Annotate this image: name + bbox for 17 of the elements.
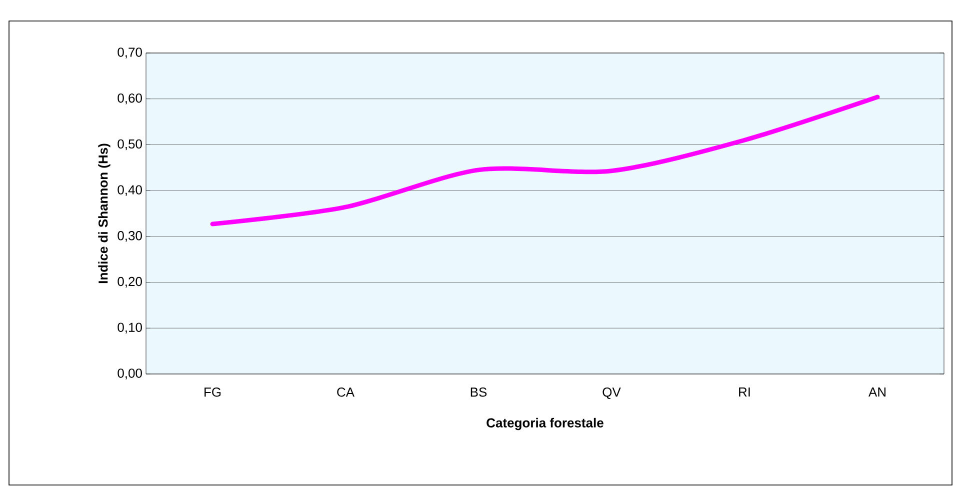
x-tick-label: RI [739, 388, 750, 396]
y-tick-label: 0,70 [118, 48, 142, 58]
x-tick-label: CA [337, 388, 354, 397]
x-tick-label: BS [470, 388, 487, 397]
x-axis-title: Categoria forestale [486, 418, 604, 430]
y-tick-label: 0,50 [118, 139, 142, 150]
y-tick-label: 0,30 [118, 231, 142, 242]
y-tick-label: 0,00 [118, 368, 142, 380]
x-tick-label: QV [602, 388, 621, 400]
y-tick-label: 0,40 [118, 185, 142, 196]
y-tick-label: 0,60 [118, 93, 142, 104]
line-series [210, 94, 880, 226]
y-tick-label: 0,10 [118, 322, 142, 334]
x-tick-label: FG [204, 388, 221, 397]
y-axis-title: Indice di Shannon (Hs) [98, 144, 110, 284]
y-tick-label: 0,20 [118, 276, 142, 288]
x-tick-label: AN [868, 388, 886, 396]
